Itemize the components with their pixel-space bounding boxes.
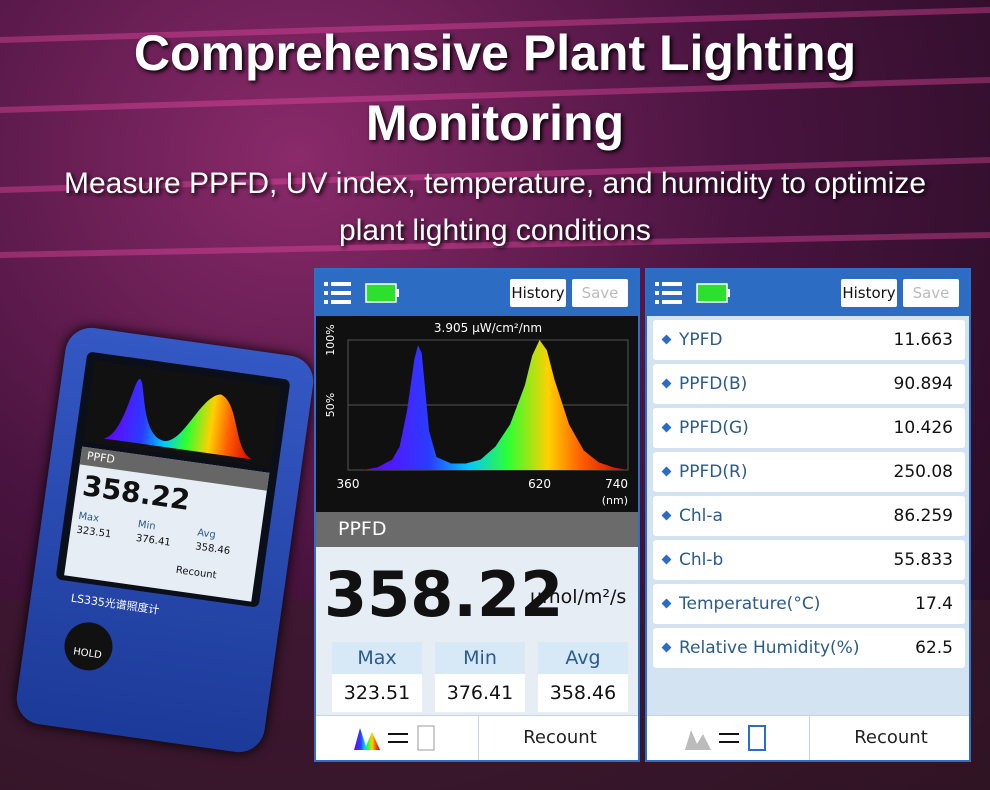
parameter-value: 90.894 [893, 374, 953, 394]
device: PPFD 358.22 Max 323.51 Min 376.41 Avg 35… [13, 324, 317, 756]
parameter-name: PPFD(R) [679, 462, 748, 482]
footer: Recount [316, 715, 638, 760]
parameter-row: PPFD(R) 250.08 [653, 452, 965, 492]
footer: Recount [647, 715, 969, 760]
spectrum-chart: 50% 100% 360 620 740 (nm) 3.905 μW/cm²/nm [316, 316, 638, 512]
history-button[interactable]: History [510, 279, 566, 307]
device-readout: PPFD 358.22 Max 323.51 Min 376.41 Avg 35… [64, 446, 270, 602]
toolbar-icons [655, 282, 730, 304]
measure-unit: μmol/m²/s [530, 586, 627, 608]
bullet [661, 554, 672, 565]
parameter-value: 11.663 [893, 330, 953, 350]
device-screen: PPFD 358.22 Max 323.51 Min 376.41 Avg 35… [55, 351, 291, 608]
device-stat: Min [137, 519, 157, 533]
y-tick-label: 50% [324, 393, 337, 417]
stat-box: Min 376.41 [435, 642, 525, 712]
view-toggle[interactable] [683, 724, 773, 752]
title: Comprehensive Plant Lighting Monitoring [133, 25, 857, 151]
bullet [661, 598, 672, 609]
recount-button[interactable]: Recount [478, 716, 638, 760]
parameter-name: Chl-a [679, 506, 723, 526]
save-button[interactable]: Save [572, 279, 628, 307]
device-stat: Avg [196, 527, 217, 541]
stat-label: Avg [538, 642, 628, 674]
stat-box: Max 323.51 [332, 642, 422, 712]
annotation: 3.905 μW/cm²/nm [434, 321, 542, 335]
bullet [661, 466, 672, 477]
device-stat: 358.46 [194, 541, 231, 558]
parameter-value: 17.4 [915, 594, 953, 614]
parameter-name: PPFD(B) [679, 374, 748, 394]
x-unit: (nm) [602, 494, 628, 507]
parameter-value: 62.5 [915, 638, 953, 658]
spectrum-curve [362, 340, 628, 470]
mini-spectrum [103, 378, 253, 460]
parameter-row: YPFD 11.663 [653, 320, 965, 360]
device-spectrum [82, 360, 282, 468]
parameter-row: Relative Humidity(%) 62.5 [653, 628, 965, 668]
stat-value: 323.51 [343, 682, 411, 704]
history-button[interactable]: History [841, 279, 897, 307]
parameter-name: PPFD(G) [679, 418, 749, 438]
recount-button[interactable]: Recount [809, 716, 969, 760]
parameter-value: 86.259 [893, 506, 953, 526]
x-tick-label: 620 [528, 477, 551, 491]
bullet [661, 642, 672, 653]
x-tick-label: 360 [337, 477, 360, 491]
bullet [661, 378, 672, 389]
measure-label: PPFD [316, 512, 638, 547]
bullet [661, 334, 672, 345]
parameter-row: Temperature(°C) 17.4 [653, 584, 965, 624]
subtitle: Measure PPFD, UV index, temperature, and… [63, 167, 927, 247]
y-tick-label: 100% [324, 324, 337, 355]
parameter-value: 55.833 [893, 550, 953, 570]
parameter-row: PPFD(G) 10.426 [653, 408, 965, 448]
parameter-value: 250.08 [893, 462, 953, 482]
stat-value: 358.46 [549, 682, 617, 704]
bullet [661, 510, 672, 521]
parameter-row: PPFD(B) 90.894 [653, 364, 965, 404]
spectrum-panel: History Save 50% 100% 360 620 740 (nm) 3.905 μ… [314, 268, 640, 762]
stat-box: Avg 358.46 [538, 642, 628, 712]
device-stat: 376.41 [135, 532, 172, 549]
hold-button: HOLD [61, 619, 116, 674]
device-stat: Max [77, 510, 100, 525]
stat-label: Max [332, 642, 422, 674]
parameter-panel: History Save Recount YPFD 11.663 PPFD(B) 90… [645, 268, 971, 762]
parameter-name: YPFD [679, 330, 723, 350]
parameter-row: Chl-a 86.259 [653, 496, 965, 536]
view-toggle[interactable] [352, 724, 442, 752]
bullet [661, 422, 672, 433]
toolbar: History Save [316, 270, 638, 316]
device-recount: Recount [175, 564, 218, 582]
stat-label: Min [435, 642, 525, 674]
parameter-name: Relative Humidity(%) [679, 638, 860, 658]
parameter-name: Chl-b [679, 550, 724, 570]
parameter-name: Temperature(°C) [679, 594, 821, 614]
measure-value: 358.22 [324, 558, 564, 631]
toolbar-icons [324, 282, 399, 304]
device-model: LS335光谱照度计 [70, 591, 161, 617]
parameter-row: Chl-b 55.833 [653, 540, 965, 580]
x-tick-label: 740 [605, 477, 628, 491]
parameter-value: 10.426 [893, 418, 953, 438]
toolbar: History Save [647, 270, 969, 316]
stat-value: 376.41 [446, 682, 514, 704]
save-button[interactable]: Save [903, 279, 959, 307]
device-stat: 323.51 [75, 524, 112, 541]
